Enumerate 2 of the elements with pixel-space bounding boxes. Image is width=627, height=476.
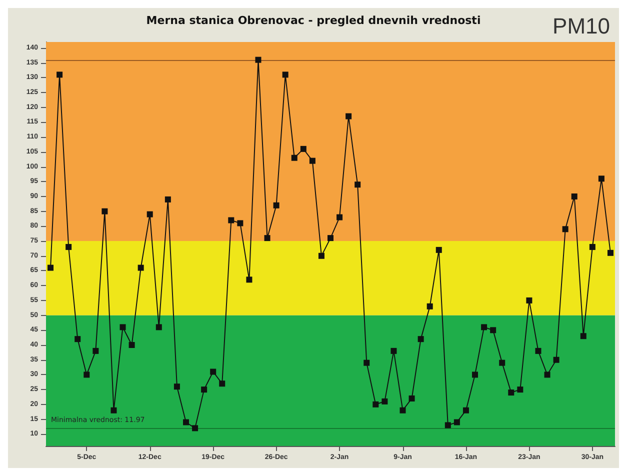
text: PM10 xyxy=(552,14,610,38)
chart-title: Merna stanica Obrenovac - pregled dnevnih vrednosti xyxy=(146,14,481,27)
